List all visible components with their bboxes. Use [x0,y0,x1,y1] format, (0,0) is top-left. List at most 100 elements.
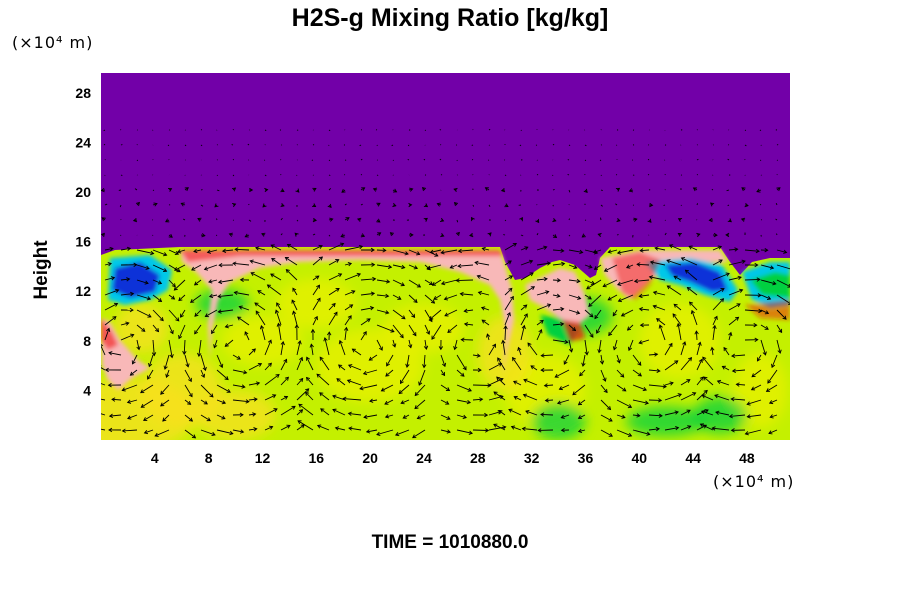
vector-arrow [440,399,449,405]
velocity-vectors [91,128,790,439]
vector-arrow-head [627,404,633,409]
vector-arrow-head [703,376,708,381]
vector-arrow [296,340,301,356]
vector-arrow-head [487,383,492,388]
vector-arrow [218,294,234,298]
vector-arrow-head [412,332,417,337]
y-tick-label: 20 [75,184,91,200]
vector-arrow [776,279,790,288]
vector-arrow-head [577,415,583,420]
vector-arrow [497,357,506,371]
vector-arrow-head [329,217,334,222]
vector-arrow-head [560,248,565,253]
vector-arrow-head [476,353,481,358]
x-axis-unit: (×10⁴ m) [713,472,795,491]
vector-arrow-head [744,431,749,436]
vector-arrow-head [292,310,297,315]
vector-arrow [392,264,405,269]
vector-arrow-head [436,202,441,207]
vector-arrow [332,409,346,416]
vector-arrow [120,247,131,251]
vector-arrow-head [91,410,94,413]
vector-arrow-head [194,330,199,335]
vector-arrow [391,144,394,147]
vector-arrow [568,234,571,237]
vector-arrow [136,159,139,162]
vector-arrow [728,276,742,281]
vector-arrow-head [584,351,589,356]
vector-arrow-head [228,232,233,237]
vector-arrow-head [522,393,528,398]
vector-arrow-head [159,317,164,322]
vector-arrow [648,353,658,356]
vector-arrow-head [115,288,120,293]
vector-arrow-head [615,187,621,192]
vector-arrow-head [231,187,237,192]
vector-arrow-head [376,218,381,223]
vector-arrow [514,396,522,401]
vector-arrow-head [221,415,226,420]
vector-arrow-head [476,274,481,279]
vector-arrow-head [704,409,709,414]
vector-arrow [440,414,451,420]
vector-arrow [267,284,282,296]
vector-arrow [496,376,506,386]
vector-arrow [681,257,698,266]
vector-arrow [168,324,174,334]
vector-arrow [613,339,618,350]
vector-arrow [292,311,298,326]
vector-arrow-head [101,187,105,193]
vector-arrow [482,247,490,251]
vector-arrow [519,144,522,147]
vector-arrow [695,331,698,341]
vector-arrow [536,304,551,311]
vector-arrow [520,260,533,266]
vector-arrow-head [546,261,552,266]
vector-arrow-head [455,231,460,237]
vector-arrow-head [299,356,304,362]
vector-arrow-head [503,325,508,330]
vector-arrow [406,354,410,368]
vector-arrow-head [484,187,489,192]
vector-arrow-head [399,334,404,339]
vector-arrow-head [577,428,583,434]
vector-arrow [637,263,650,266]
vector-arrow [216,399,226,404]
vector-arrow [168,279,176,288]
vector-arrow-head [347,411,352,416]
vector-arrow [216,354,223,368]
vector-arrow [348,364,362,371]
vector-arrow [627,324,634,331]
vector-arrow-head [412,434,417,439]
vector-arrow [296,424,305,431]
vector-arrow-head [699,423,704,428]
vector-arrow [103,143,106,146]
vector-arrow-head [529,272,534,277]
vector-arrow [632,354,642,366]
red-rim-left [180,250,503,262]
vector-arrow-head [617,298,623,303]
vector-arrow [328,273,342,281]
vector-arrow-head [668,244,674,249]
vector-arrow-head [141,327,146,332]
vector-arrow [450,264,458,269]
vector-arrow [557,399,570,404]
vector-arrow [504,174,507,176]
vector-arrow [101,344,106,356]
vector-arrow [104,277,115,281]
vector-arrow-head [408,202,413,208]
vector-arrow-head [306,376,311,382]
vector-arrow [297,420,314,431]
vector-arrow-head [185,363,190,368]
vector-arrow [400,399,410,404]
vector-arrow [513,380,522,386]
vector-arrow [424,324,430,335]
vector-arrow-head [457,263,462,269]
vector-arrow-head [126,399,132,404]
vector-arrow [488,204,491,207]
vector-arrow-head [386,362,390,367]
vector-arrow [702,394,714,401]
vector-arrow [360,307,374,311]
vector-arrow [338,364,346,371]
vector-arrow [440,429,451,433]
